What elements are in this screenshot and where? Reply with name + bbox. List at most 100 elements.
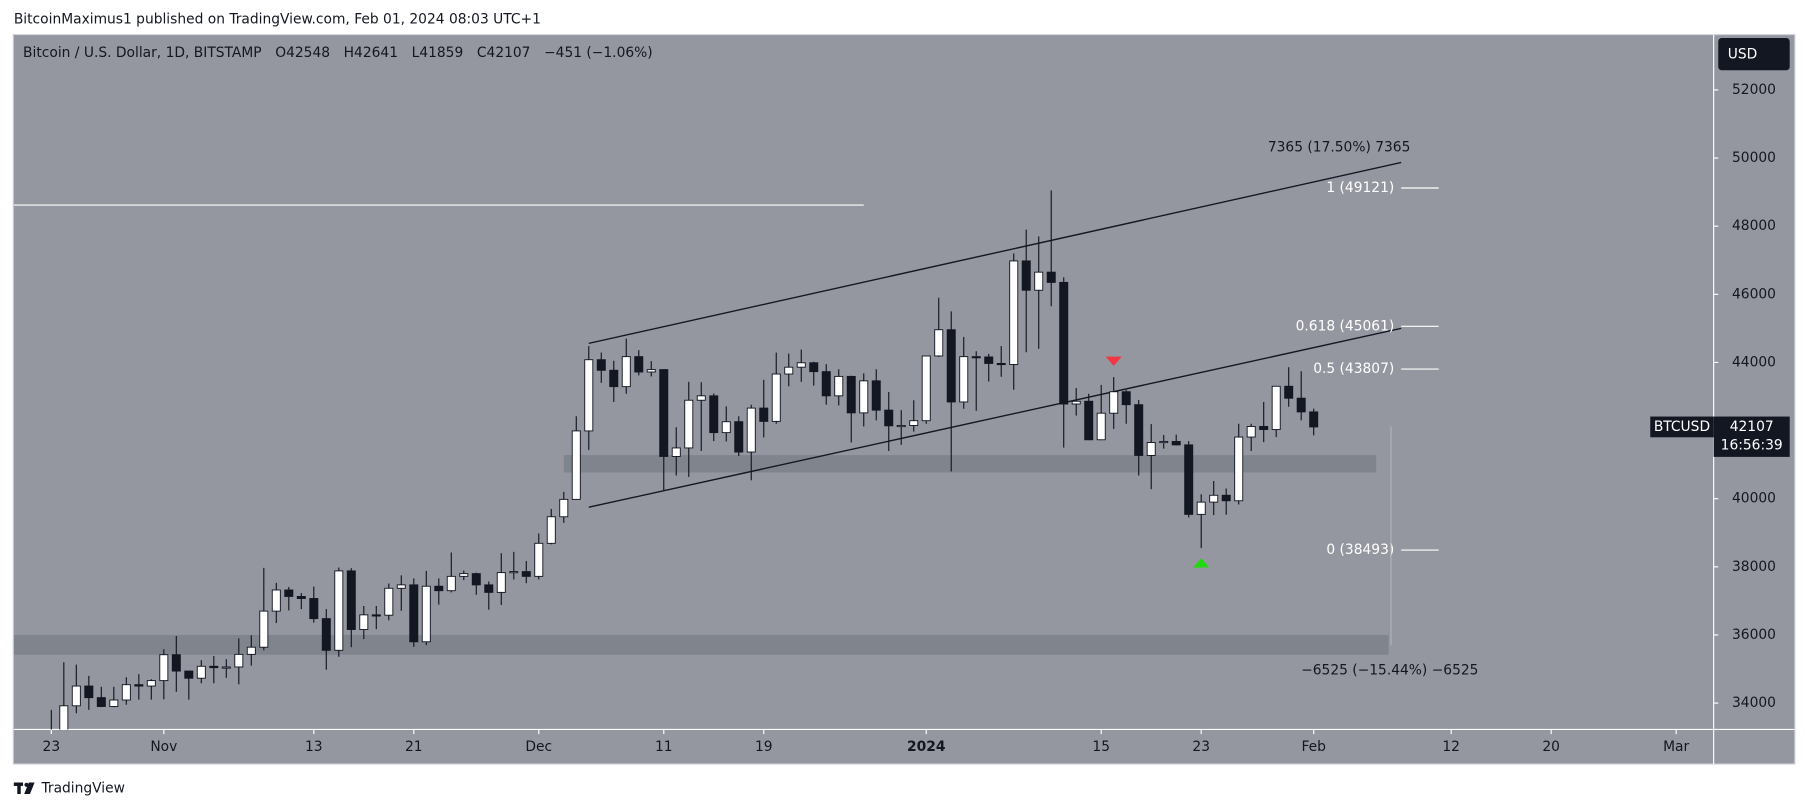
- candle-body: [109, 699, 119, 707]
- symbol-tag-label: BTCUSD: [1654, 419, 1710, 435]
- candle-body: [571, 430, 581, 500]
- x-tick-label: 15: [1092, 739, 1110, 755]
- symbol-title: Bitcoin / U.S. Dollar, 1D, BITSTAMP: [23, 45, 262, 61]
- candle-body: [684, 399, 694, 449]
- x-tick-label: 11: [655, 739, 673, 755]
- candle-body: [1284, 385, 1294, 399]
- y-tick-label: 40000: [1732, 491, 1776, 507]
- candle-body: [1221, 494, 1231, 502]
- y-tick-label: 44000: [1732, 354, 1776, 370]
- channel-line: [588, 161, 1402, 345]
- candle-body: [59, 705, 69, 730]
- candle-body: [1071, 400, 1081, 405]
- ohlc-label: O: [275, 45, 286, 61]
- x-tick-label: Mar: [1663, 739, 1689, 755]
- ohlc-value: 42548: [286, 45, 330, 61]
- candle-body: [921, 355, 931, 422]
- candle-body: [1059, 281, 1069, 405]
- candle-body: [1121, 391, 1131, 406]
- change: −451 (−1.06%): [544, 45, 653, 61]
- candle-body: [1159, 441, 1169, 444]
- candle-body: [821, 371, 831, 397]
- candle-body: [784, 366, 794, 375]
- channel-line: [588, 327, 1402, 508]
- measure-label: 7365 (17.50%) 7365: [1268, 140, 1411, 156]
- candle-body: [896, 424, 906, 428]
- candle-body: [1309, 411, 1319, 428]
- candle-body: [1184, 444, 1194, 515]
- candle-body: [834, 375, 844, 397]
- candle-body: [509, 571, 519, 574]
- candle-body: [734, 421, 744, 453]
- candle-body: [996, 363, 1006, 366]
- candle-body: [796, 362, 806, 368]
- candle-body: [621, 356, 631, 388]
- candle-body: [196, 665, 206, 679]
- candle-body: [271, 589, 281, 612]
- candle-body: [646, 369, 656, 373]
- candle-body: [559, 498, 569, 518]
- y-tick-label: 52000: [1732, 82, 1776, 98]
- candle-body: [334, 570, 344, 651]
- candle-body: [1234, 436, 1244, 502]
- candle-body: [709, 395, 719, 434]
- candle-body: [209, 665, 219, 669]
- candle-body: [1246, 426, 1256, 438]
- candle-body: [446, 575, 456, 592]
- candle-body: [246, 646, 256, 655]
- candle-body: [984, 356, 994, 364]
- y-tick-label: 46000: [1732, 286, 1776, 302]
- candle-body: [396, 584, 406, 589]
- candle-body: [1134, 404, 1144, 456]
- candle-body: [671, 447, 681, 457]
- candle-body: [171, 654, 181, 672]
- candle-body: [871, 380, 881, 411]
- candle-body: [1046, 271, 1056, 283]
- candle-body: [134, 684, 144, 687]
- ohlc-value: 42641: [354, 45, 398, 61]
- candle-body: [234, 653, 244, 668]
- x-tick-label: 20: [1542, 739, 1560, 755]
- candle-body: [71, 685, 81, 707]
- fib-label: 0.5 (43807): [1313, 361, 1394, 377]
- x-tick-label: 2024: [907, 739, 945, 755]
- currency-label[interactable]: USD: [1728, 47, 1758, 63]
- candle-body: [659, 369, 669, 457]
- ohlc-value: 42107: [487, 45, 531, 61]
- y-tick-label: 36000: [1732, 627, 1776, 643]
- y-tick-label: 34000: [1732, 695, 1776, 711]
- candle-body: [471, 573, 481, 586]
- candle-body: [971, 356, 981, 359]
- footer-brand: TradingView: [40, 780, 124, 796]
- candle-body: [759, 407, 769, 422]
- x-tick-label: 13: [305, 739, 323, 755]
- signal-marker: [1193, 558, 1210, 568]
- x-tick-label: 21: [405, 739, 423, 755]
- candle-body: [121, 684, 131, 701]
- y-tick-label: 38000: [1732, 559, 1776, 575]
- candle-body: [96, 697, 106, 707]
- candle-body: [546, 516, 556, 544]
- candle-body: [1021, 260, 1031, 291]
- candle-body: [496, 572, 506, 593]
- candle-body: [521, 571, 531, 577]
- x-tick-label: Nov: [150, 739, 177, 755]
- fib-label: 0 (38493): [1326, 542, 1394, 558]
- candle-body: [696, 395, 706, 401]
- fib-label: 0.618 (45061): [1296, 318, 1395, 334]
- candle-body: [346, 570, 356, 630]
- candle-body: [946, 329, 956, 403]
- candle-body: [596, 359, 606, 371]
- candle-body: [384, 587, 394, 616]
- signal-marker: [1105, 356, 1122, 366]
- candle-body: [746, 407, 756, 453]
- candle-body: [609, 369, 619, 388]
- candle-body: [1096, 412, 1106, 441]
- candle-body: [159, 654, 169, 682]
- candle-body: [259, 610, 269, 648]
- candle-body: [1196, 501, 1206, 515]
- candle-body: [484, 584, 494, 593]
- currency-button[interactable]: [1718, 38, 1790, 71]
